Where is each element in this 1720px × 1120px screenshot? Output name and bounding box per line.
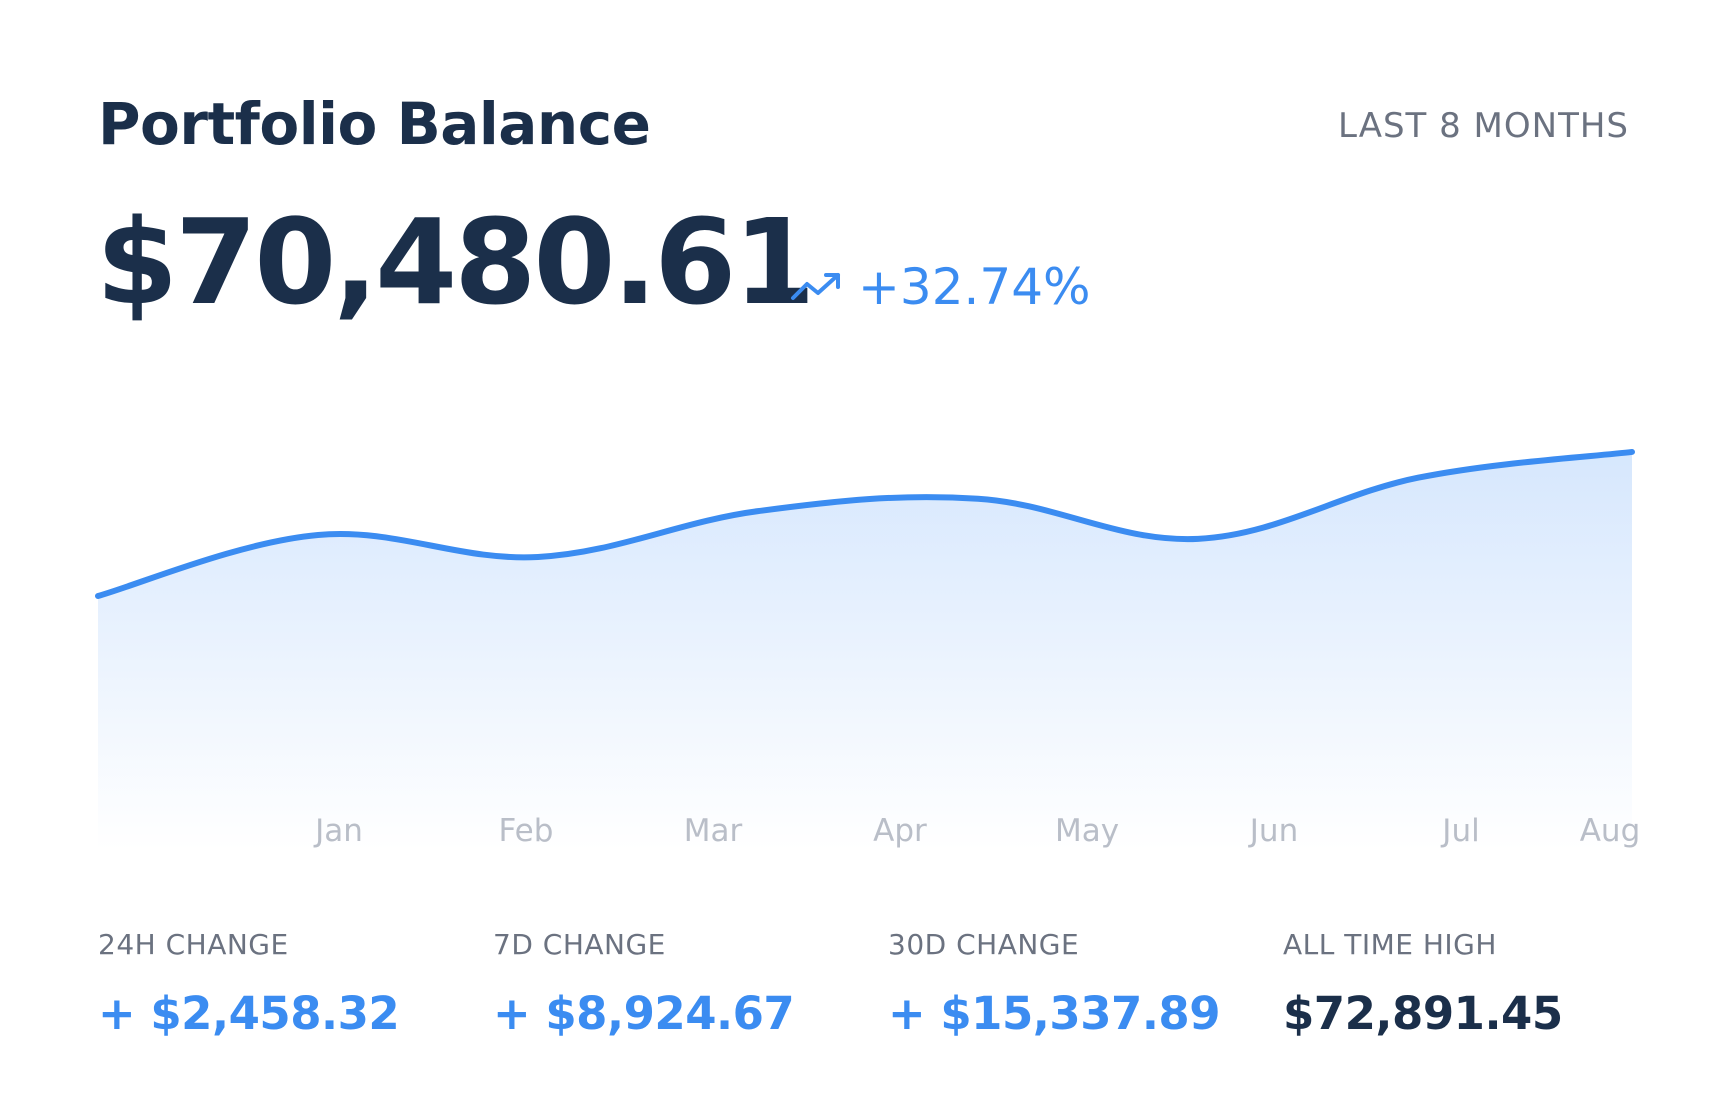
x-tick-label: May	[1055, 813, 1119, 849]
period-selector[interactable]: LAST 8 MONTHS	[1337, 106, 1629, 146]
x-tick-label: Feb	[499, 813, 554, 849]
page-title: Portfolio Balance	[98, 90, 651, 158]
x-tick-label: Mar	[684, 813, 743, 849]
x-tick-label: Jan	[313, 813, 363, 849]
stat-value: + $8,924.67	[493, 987, 795, 1040]
stat-label: 24H CHANGE	[98, 928, 289, 961]
stat-label: ALL TIME HIGH	[1283, 928, 1497, 961]
x-tick-label: Jul	[1440, 813, 1479, 849]
chart-area	[98, 451, 1632, 850]
x-tick-label: Apr	[873, 813, 927, 849]
stat-item: 30D CHANGE + $15,337.89	[888, 928, 1268, 1040]
stat-value: + $15,337.89	[888, 987, 1221, 1040]
stat-item: ALL TIME HIGH $72,891.45	[1283, 928, 1663, 1040]
stat-value: $72,891.45	[1283, 987, 1563, 1040]
stat-value: + $2,458.32	[98, 987, 400, 1040]
stat-item: 24H CHANGE + $2,458.32	[98, 928, 478, 1040]
change-badge: +32.74%	[790, 258, 1091, 316]
stat-item: 7D CHANGE + $8,924.67	[493, 928, 873, 1040]
stats-row: 24H CHANGE + $2,458.32 7D CHANGE + $8,924.6…	[98, 928, 1638, 1048]
trending-up-icon	[790, 270, 844, 304]
stat-label: 7D CHANGE	[493, 928, 666, 961]
change-percent: +32.74%	[858, 258, 1091, 316]
x-tick-label: Aug	[1580, 813, 1641, 849]
chart-series-line	[95, 448, 1635, 599]
stat-label: 30D CHANGE	[888, 928, 1080, 961]
x-tick-label: Jun	[1248, 813, 1298, 849]
balance-value: $70,480.61	[96, 193, 815, 331]
